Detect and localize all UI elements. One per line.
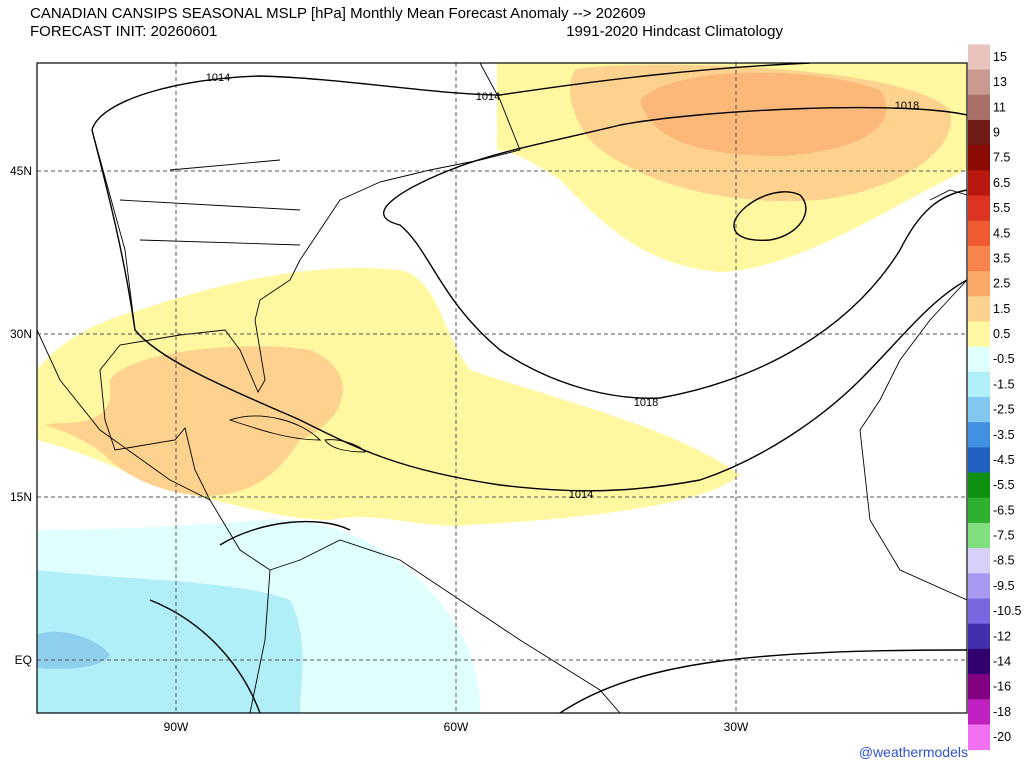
coastline: [859, 189, 967, 601]
colorbar-label: -18: [993, 705, 1011, 719]
colorbar-cell: [968, 69, 990, 96]
colorbar-label: 6.5: [993, 176, 1010, 190]
lat-label: 45N: [10, 164, 32, 178]
colorbar-cell: [968, 195, 990, 222]
colorbar-label: 7.5: [993, 151, 1010, 165]
colorbar-cell: [968, 119, 990, 146]
colorbar-cell: [968, 447, 990, 474]
colorbar-cell: [968, 245, 990, 272]
isobar: [91, 129, 967, 492]
colorbar-cell: [968, 699, 990, 725]
colorbar-label: 15: [993, 50, 1007, 64]
colorbar-cell: [968, 346, 990, 373]
anomaly-fill: [45, 346, 343, 496]
credit: @weathermodels: [859, 744, 968, 760]
colorbar-label: 11: [993, 100, 1006, 114]
colorbar-cell: [968, 170, 990, 197]
colorbar-label: -10.5: [993, 604, 1022, 618]
colorbar-cell: [968, 573, 990, 599]
colorbar-label: 0.5: [993, 327, 1010, 341]
colorbar: 15 13 11 9 7.5 6.5 5.5 4.5 3.5 2.5 1.5 0.5 -0.5 -1.5 -…: [968, 44, 1022, 751]
colorbar-label: -5.5: [993, 478, 1015, 492]
title: CANADIAN CANSIPS SEASONAL MSLP [hPa] Mon…: [30, 5, 646, 22]
colorbar-cell: [968, 623, 990, 650]
lat-label: 30N: [10, 327, 32, 341]
isobar: [219, 520, 351, 546]
coastline: [269, 539, 621, 713]
colorbar-label: -1.5: [993, 377, 1015, 391]
colorbar-label: 4.5: [993, 226, 1010, 240]
colorbar-cell: [968, 724, 990, 751]
coastline: [228, 415, 366, 453]
colorbar-cell: [968, 497, 990, 524]
colorbar-label: -9.5: [993, 579, 1015, 593]
colorbar-cell: [968, 648, 990, 675]
colorbar-label: -3.5: [993, 428, 1015, 442]
contour-label: 1018: [895, 100, 919, 112]
colorbar-label: 9: [993, 126, 1000, 140]
colorbar-label: -2.5: [993, 403, 1015, 417]
anomaly-fill: [37, 631, 110, 669]
colorbar-cell: [968, 422, 990, 448]
colorbar-label: 13: [993, 75, 1007, 89]
colorbar-cell: [968, 321, 990, 348]
isobar: [383, 106, 967, 399]
isobar: [559, 649, 967, 713]
colorbar-cell: [968, 271, 990, 297]
colorbar-label: -16: [993, 680, 1011, 694]
colorbar-label: -12: [993, 629, 1011, 643]
colorbar-label: -4.5: [993, 453, 1015, 467]
colorbar-label: 3.5: [993, 251, 1010, 265]
anomaly-fill: [640, 72, 887, 156]
colorbar-label: -7.5: [993, 529, 1015, 543]
border: [91, 129, 301, 331]
colorbar-label: -6.5: [993, 503, 1015, 517]
contour-label: 1014: [206, 72, 230, 84]
coastline: [249, 569, 271, 713]
lon-label: 30W: [724, 720, 749, 734]
colorbar-cell: [968, 548, 990, 574]
forecast-init: FORECAST INIT: 20260601: [30, 23, 217, 40]
colorbar-label: 2.5: [993, 277, 1010, 291]
contour-label: 1018: [634, 397, 658, 409]
colorbar-label: -0.5: [993, 352, 1015, 366]
colorbar-cell: [968, 397, 990, 423]
colorbar-cell: [968, 674, 990, 700]
colorbar-cell: [968, 44, 990, 71]
anomaly-fill: [37, 570, 303, 713]
coastline: [99, 63, 521, 571]
colorbar-cell: [968, 94, 990, 121]
colorbar-label: 1.5: [993, 302, 1010, 316]
colorbar-cell: [968, 220, 990, 247]
lat-label: 15N: [10, 490, 32, 504]
contour-label: 1014: [569, 489, 593, 501]
map-frame: [36, 62, 968, 714]
colorbar-cell: [968, 522, 990, 549]
lat-label: EQ: [15, 653, 32, 667]
colorbar-label: -8.5: [993, 554, 1015, 568]
colorbar-cell: [968, 598, 990, 625]
coastline: [37, 329, 211, 501]
isobar: [91, 63, 811, 131]
colorbar-label: 5.5: [993, 201, 1010, 215]
contour-label: 1014: [476, 91, 500, 103]
colorbar-label: -20: [993, 730, 1011, 744]
colorbar-cell: [968, 371, 990, 398]
lon-label: 90W: [164, 720, 189, 734]
map: 1014 1014 1018 1018 1014 45N 30N 15N EQ …: [10, 62, 968, 734]
colorbar-cell: [968, 145, 990, 171]
isobar: [733, 191, 807, 242]
isobar: [149, 599, 261, 713]
colorbar-cell: [968, 296, 990, 322]
lon-label: 60W: [444, 720, 469, 734]
colorbar-cell: [968, 472, 990, 499]
climatology: 1991-2020 Hindcast Climatology: [566, 23, 783, 40]
colorbar-label: -14: [993, 654, 1011, 668]
